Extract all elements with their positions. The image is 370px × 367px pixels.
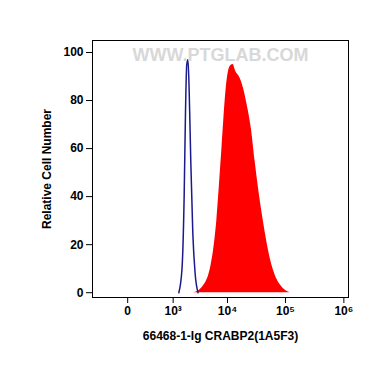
svg-text:10⁴: 10⁴ bbox=[218, 304, 237, 318]
svg-text:10⁵: 10⁵ bbox=[276, 304, 295, 318]
svg-text:66468-1-Ig CRABP2(1A5F3): 66468-1-Ig CRABP2(1A5F3) bbox=[143, 329, 298, 343]
svg-text:60: 60 bbox=[70, 141, 84, 155]
svg-text:80: 80 bbox=[70, 93, 84, 107]
svg-text:100: 100 bbox=[63, 45, 83, 59]
svg-text:WWW.PTGLAB.COM: WWW.PTGLAB.COM bbox=[133, 45, 309, 65]
svg-text:40: 40 bbox=[70, 189, 84, 203]
svg-text:10⁶: 10⁶ bbox=[334, 304, 353, 318]
svg-text:Relative Cell Number: Relative Cell Number bbox=[40, 109, 54, 229]
svg-text:0: 0 bbox=[124, 304, 131, 318]
svg-text:20: 20 bbox=[70, 237, 84, 251]
svg-text:10³: 10³ bbox=[164, 304, 181, 318]
svg-text:0: 0 bbox=[77, 286, 84, 300]
